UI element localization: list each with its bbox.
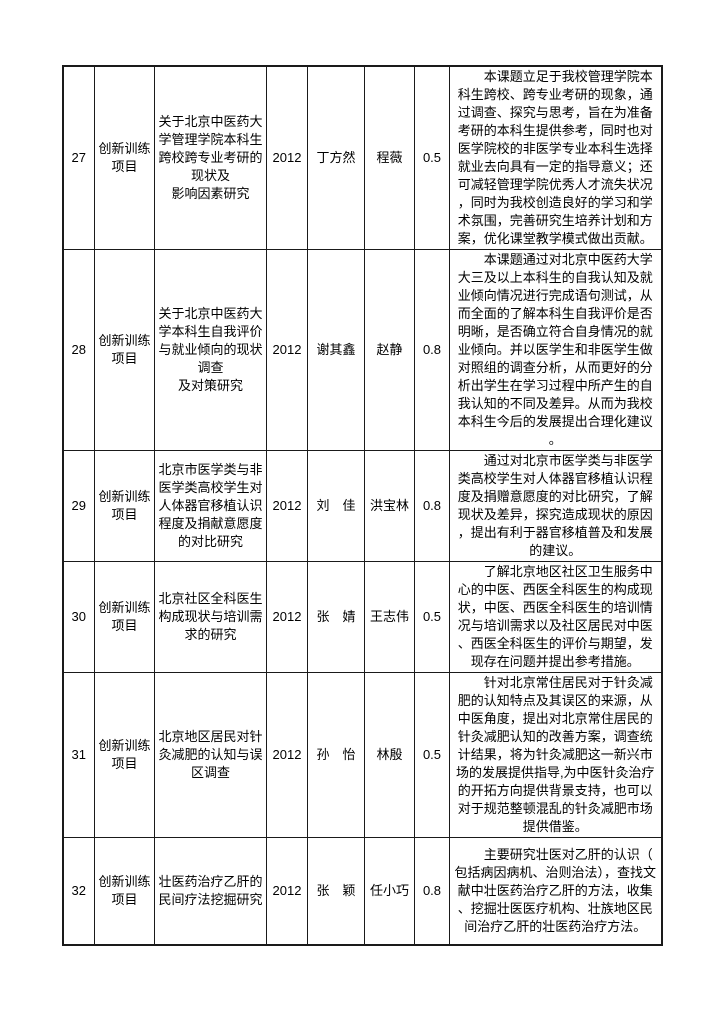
project-title: 北京地区居民对针灸减肥的认知与误区调查 — [154, 672, 267, 838]
advisor-name: 林殷 — [364, 672, 415, 838]
row-number: 30 — [62, 561, 95, 673]
student-name: 谢其鑫 — [307, 249, 365, 451]
row-number: 32 — [62, 837, 95, 945]
project-year: 2012 — [266, 837, 308, 945]
row-number: 31 — [62, 672, 95, 838]
student-name: 张 婧 — [307, 561, 365, 673]
student-name: 孙 怡 — [307, 672, 365, 838]
row-number: 29 — [62, 450, 95, 562]
projects-table: 27 创新训练项目 关于北京中医药大学管理学院本科生跨校跨专业考研的现状及 影响… — [61, 65, 663, 946]
advisor-name: 王志伟 — [364, 561, 415, 673]
project-type: 创新训练项目 — [94, 672, 155, 838]
table-row: 30 创新训练项目 北京社区全科医生构成现状与培训需求的研究 2012 张 婧 … — [62, 561, 662, 673]
advisor-name: 洪宝林 — [364, 450, 415, 562]
project-description: 通过对北京市医学类与非医学类高校学生对人体器官移植认识程度及捐赠意愿度的对比研究… — [449, 450, 662, 562]
row-number: 27 — [62, 65, 95, 250]
project-title: 北京市医学类与非医学类高校学生对人体器官移植认识程度及捐献意愿度的对比研究 — [154, 450, 267, 562]
row-number: 28 — [62, 249, 95, 451]
project-type: 创新训练项目 — [94, 837, 155, 945]
project-year: 2012 — [266, 561, 308, 673]
table-row: 28 创新训练项目 关于北京中医药大学本科生自我评价与就业倾向的现状调查 及对策… — [62, 249, 662, 451]
project-type: 创新训练项目 — [94, 249, 155, 451]
student-name: 刘 佳 — [307, 450, 365, 562]
project-year: 2012 — [266, 672, 308, 838]
student-name: 张 颖 — [307, 837, 365, 945]
project-description: 本课题通过对北京中医药大学大三及以上本科生的自我认知及就业倾向情况进行完成语句测… — [449, 249, 662, 451]
advisor-name: 赵静 — [364, 249, 415, 451]
project-title: 北京社区全科医生构成现状与培训需求的研究 — [154, 561, 267, 673]
advisor-name: 程薇 — [364, 65, 415, 250]
project-description: 针对北京常住居民对于针灸减肥的认知特点及其误区的来源，从中医角度，提出对北京常住… — [449, 672, 662, 838]
project-description: 本课题立足于我校管理学院本科生跨校、跨专业考研的现象，通过调查、探究与思考，旨在… — [449, 65, 662, 250]
table-row: 32 创新训练项目 壮医药治疗乙肝的民间疗法挖掘研究 2012 张 颖 任小巧 … — [62, 837, 662, 945]
project-year: 2012 — [266, 450, 308, 562]
table-row: 31 创新训练项目 北京地区居民对针灸减肥的认知与误区调查 2012 孙 怡 林… — [62, 672, 662, 838]
advisor-name: 任小巧 — [364, 837, 415, 945]
project-description: 主要研究壮医对乙肝的认识（包括病因病机、治则治法），查找文献中壮医药治疗乙肝的方… — [449, 837, 662, 945]
table-row: 27 创新训练项目 关于北京中医药大学管理学院本科生跨校跨专业考研的现状及 影响… — [62, 65, 662, 250]
credit-value: 0.5 — [414, 672, 450, 838]
project-title: 关于北京中医药大学管理学院本科生跨校跨专业考研的现状及 影响因素研究 — [154, 65, 267, 250]
project-title: 壮医药治疗乙肝的民间疗法挖掘研究 — [154, 837, 267, 945]
project-description: 了解北京地区社区卫生服务中心的中医、西医全科医生的构成现状，中医、西医全科医生的… — [449, 561, 662, 673]
project-year: 2012 — [266, 65, 308, 250]
project-type: 创新训练项目 — [94, 65, 155, 250]
project-type: 创新训练项目 — [94, 450, 155, 562]
project-title: 关于北京中医药大学本科生自我评价与就业倾向的现状调查 及对策研究 — [154, 249, 267, 451]
credit-value: 0.5 — [414, 561, 450, 673]
project-year: 2012 — [266, 249, 308, 451]
credit-value: 0.8 — [414, 450, 450, 562]
table-row: 29 创新训练项目 北京市医学类与非医学类高校学生对人体器官移植认识程度及捐献意… — [62, 450, 662, 562]
credit-value: 0.8 — [414, 249, 450, 451]
student-name: 丁方然 — [307, 65, 365, 250]
project-type: 创新训练项目 — [94, 561, 155, 673]
credit-value: 0.5 — [414, 65, 450, 250]
credit-value: 0.8 — [414, 837, 450, 945]
